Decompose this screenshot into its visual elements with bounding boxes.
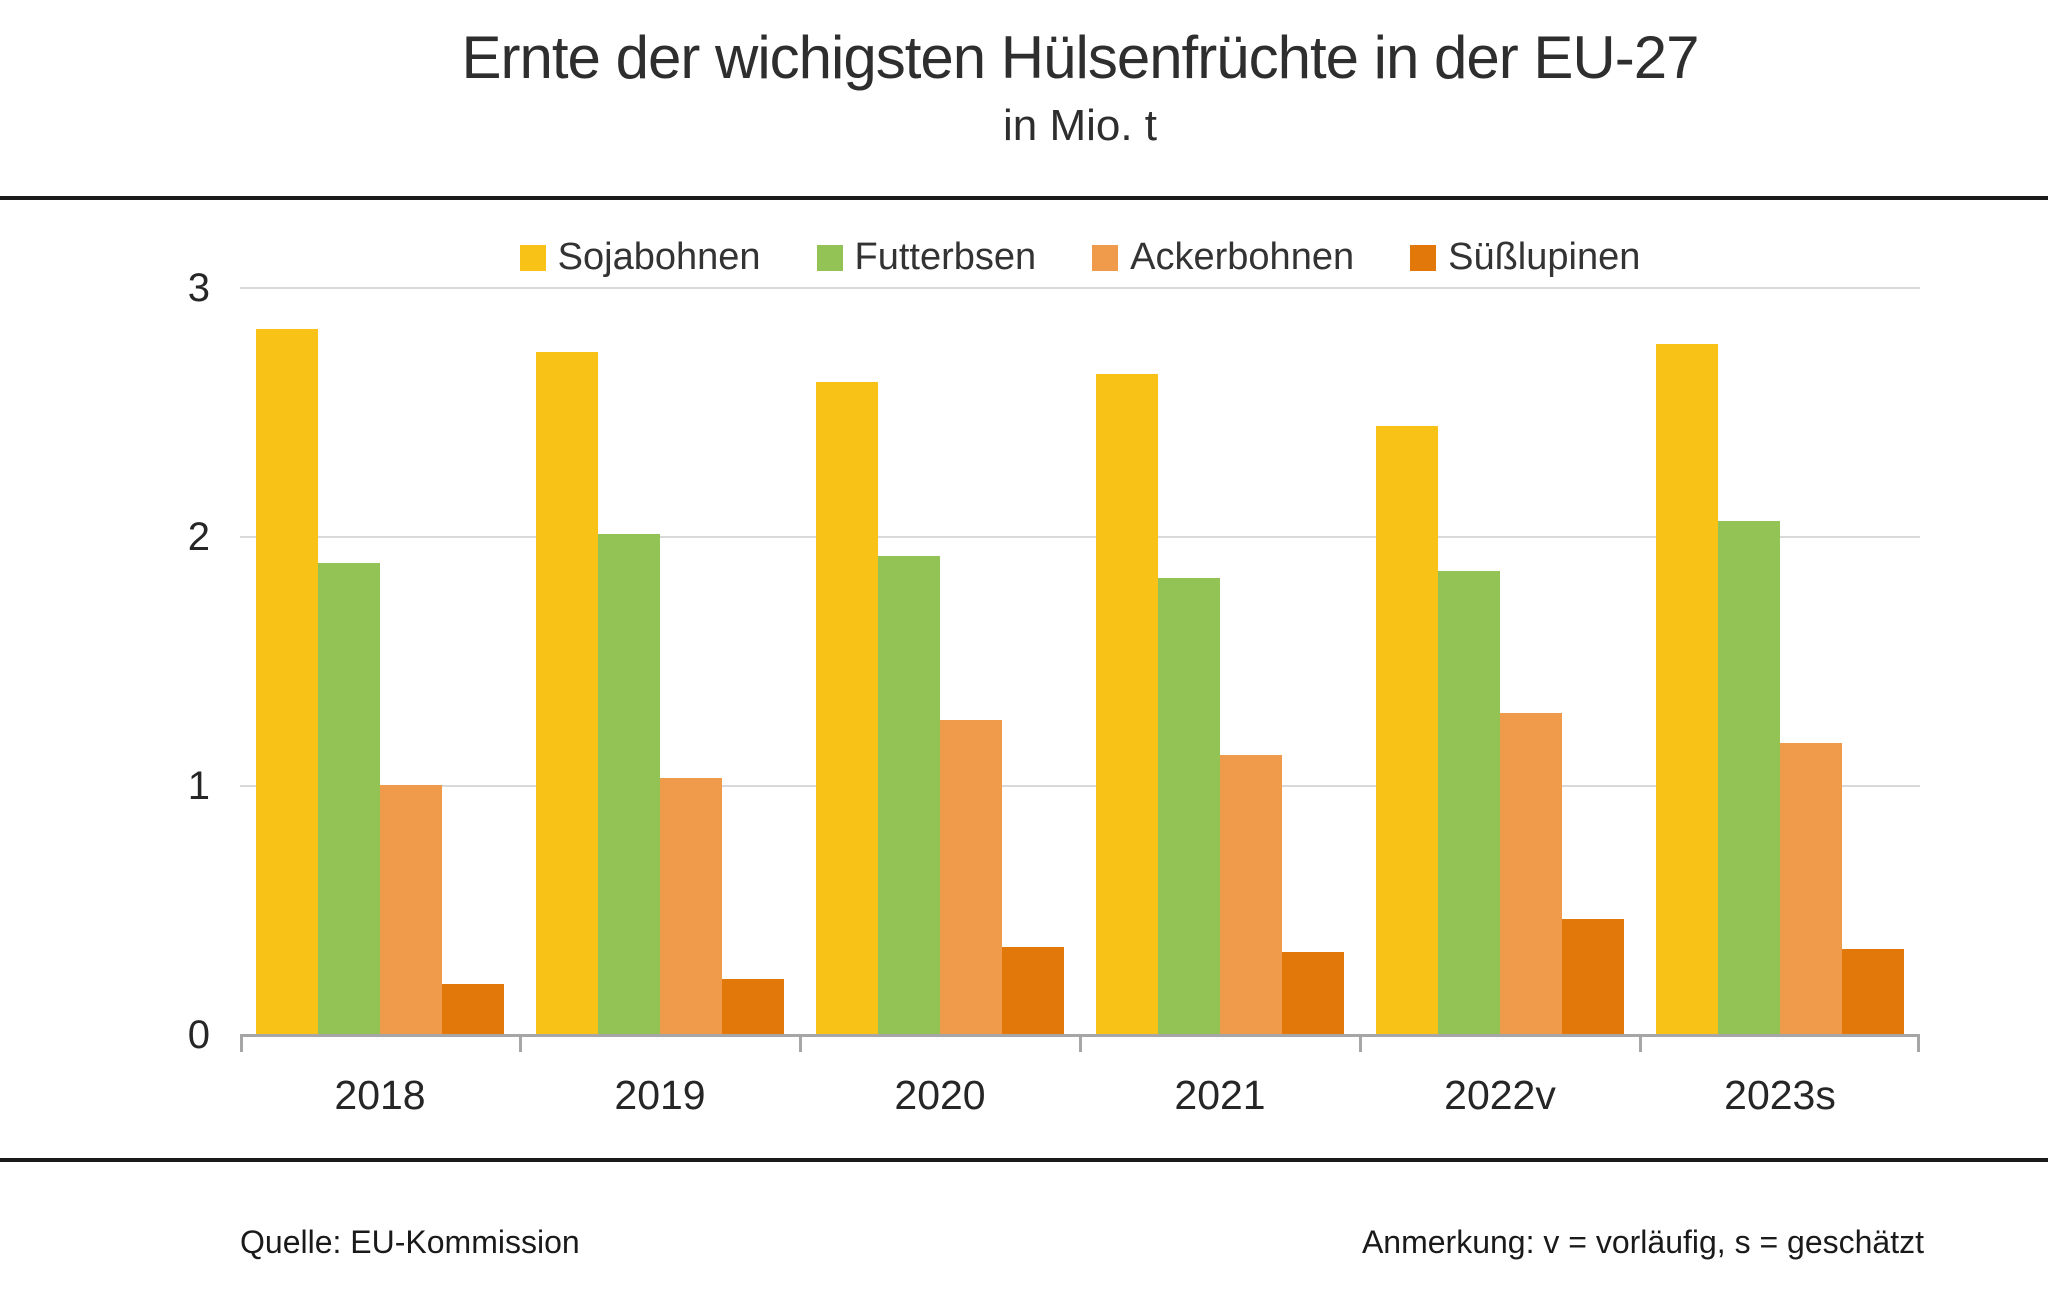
bar-Ackerbohnen-2023s <box>1780 743 1842 1034</box>
legend-item-1: Futterbsen <box>816 236 1037 279</box>
bar-Sojabohnen-2020 <box>816 382 878 1034</box>
bar-Sojabohnen-2018 <box>256 329 318 1034</box>
bar-Futterbsen-2019 <box>598 534 660 1034</box>
y-tick-label-3: 3 <box>187 266 210 310</box>
x-axis-line <box>240 1034 1920 1037</box>
legend-label-3: Süßlupinen <box>1448 236 1641 278</box>
legend-item-0: Sojabohnen <box>519 236 761 279</box>
x-tick-label-2020: 2020 <box>894 1072 986 1118</box>
y-tick-label-0: 0 <box>187 1013 210 1057</box>
bar-Süßlupinen-2018 <box>442 984 504 1034</box>
bar-Ackerbohnen-2020 <box>940 720 1002 1034</box>
bar-Sojabohnen-2019 <box>536 352 598 1034</box>
source-note: Quelle: EU-Kommission <box>240 1224 580 1260</box>
top-divider-line <box>0 196 2048 200</box>
bar-Sojabohnen-2022v <box>1376 426 1438 1034</box>
annotation-note: Anmerkung: v = vorläufig, s = geschätzt <box>1361 1224 1924 1260</box>
legend-label-0: Sojabohnen <box>557 236 761 278</box>
bar-Ackerbohnen-2021 <box>1220 755 1282 1034</box>
bar-Ackerbohnen-2022v <box>1500 713 1562 1034</box>
legend-swatch-icon-2 <box>1092 244 1119 271</box>
axis-tick-4 <box>1359 1037 1362 1052</box>
chart-title: Ernte der wichigsten Hülsenfrüchte in de… <box>461 24 1700 91</box>
bar-Süßlupinen-2022v <box>1562 919 1624 1034</box>
bar-Süßlupinen-2021 <box>1282 952 1344 1034</box>
footer: Quelle: EU-Kommission Anmerkung: v = vor… <box>240 1224 1924 1261</box>
axis-tick-6 <box>1917 1037 1920 1052</box>
chart-header: Ernte der wichigsten Hülsenfrüchte in de… <box>240 20 1920 151</box>
bar-Süßlupinen-2023s <box>1842 949 1904 1034</box>
axis-tick-1 <box>519 1037 522 1052</box>
gridline-2 <box>240 536 1920 538</box>
gridline-3 <box>240 287 1920 289</box>
bar-Sojabohnen-2023s <box>1656 344 1718 1034</box>
bottom-divider-line <box>0 1158 2048 1162</box>
legend-item-2: Ackerbohnen <box>1092 236 1354 279</box>
plot-area <box>240 287 1920 1052</box>
axis-tick-5 <box>1639 1037 1642 1052</box>
bar-Futterbsen-2020 <box>878 556 940 1034</box>
bar-Süßlupinen-2020 <box>1002 947 1064 1034</box>
bar-Futterbsen-2023s <box>1718 521 1780 1034</box>
y-tick-label-1: 1 <box>187 764 210 808</box>
x-tick-label-2019: 2019 <box>614 1072 706 1118</box>
bar-Futterbsen-2021 <box>1158 578 1220 1034</box>
axis-tick-0 <box>240 1037 243 1052</box>
bar-Futterbsen-2022v <box>1438 571 1500 1034</box>
bar-Ackerbohnen-2019 <box>660 778 722 1034</box>
x-tick-label-2023s: 2023s <box>1724 1072 1836 1118</box>
legend-item-3: Süßlupinen <box>1410 236 1640 279</box>
legend-swatch-icon-1 <box>816 244 843 271</box>
bar-Sojabohnen-2021 <box>1096 374 1158 1034</box>
legend-swatch-icon-0 <box>519 244 546 271</box>
gridline-1 <box>240 785 1920 787</box>
bar-Süßlupinen-2019 <box>722 979 784 1034</box>
x-tick-label-2021: 2021 <box>1174 1072 1266 1118</box>
legend: Sojabohnen Futterbsen Ackerbohnen Süßlupine… <box>240 236 1920 279</box>
axis-tick-2 <box>799 1037 802 1052</box>
legend-label-2: Ackerbohnen <box>1130 236 1355 278</box>
x-tick-label-2018: 2018 <box>334 1072 426 1118</box>
x-tick-label-2022v: 2022v <box>1444 1072 1556 1118</box>
axis-tick-3 <box>1079 1037 1082 1052</box>
y-tick-label-2: 2 <box>187 515 210 559</box>
legend-swatch-icon-3 <box>1410 244 1437 271</box>
chart-subtitle: in Mio. t <box>1002 101 1158 150</box>
bar-Ackerbohnen-2018 <box>380 785 442 1034</box>
bar-Futterbsen-2018 <box>318 563 380 1034</box>
legend-label-1: Futterbsen <box>854 236 1037 278</box>
